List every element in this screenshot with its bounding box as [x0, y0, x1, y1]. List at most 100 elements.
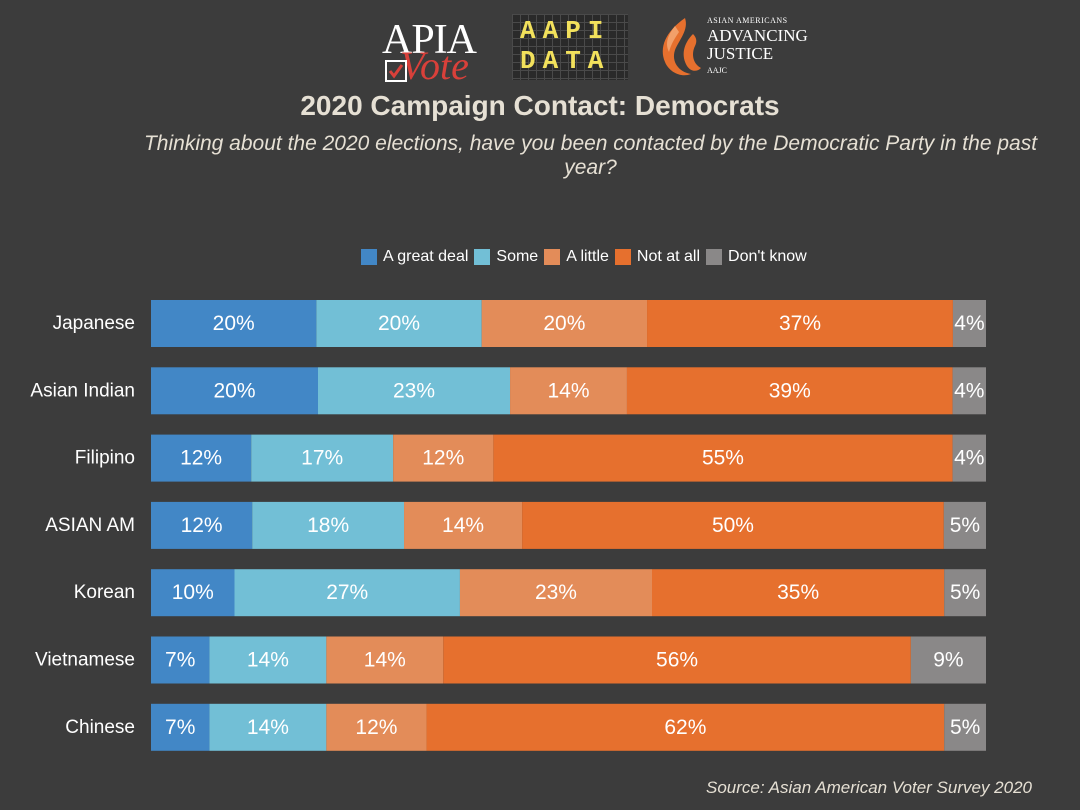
data-label: 55% — [702, 447, 744, 470]
bar-segment — [652, 569, 945, 617]
checkbox-icon — [385, 60, 407, 82]
legend-swatch — [544, 249, 561, 265]
data-label: 14% — [442, 514, 484, 537]
data-label: 4% — [954, 447, 984, 470]
category-label: ASIAN AM — [45, 515, 135, 536]
bar-segment — [252, 501, 405, 549]
bar-segment — [318, 367, 511, 415]
bar-segment — [151, 636, 210, 684]
legend-swatch — [474, 249, 491, 265]
bar-segment — [647, 300, 953, 347]
bar-segment — [952, 434, 986, 482]
data-label: 12% — [422, 447, 464, 470]
bar-segment — [151, 300, 317, 347]
legend-item: Not at all — [614, 248, 701, 266]
logo-bar: APIA Vote AAPI DATA ASIAN AMERICANS ADVA… — [0, 12, 1080, 88]
data-label: 56% — [656, 649, 698, 672]
chart-legend: A great deal Some A little Not at all Don't … — [361, 247, 813, 267]
aapi-data-logo: AAPI DATA — [512, 14, 628, 80]
bar-segment — [943, 501, 986, 549]
bar-segment — [944, 569, 986, 617]
bar-segment — [952, 300, 986, 347]
bar-segment — [443, 636, 911, 684]
bar-segment — [404, 501, 523, 549]
vote-logo-text: Vote — [400, 43, 469, 88]
bar-segment — [151, 703, 210, 751]
chart-title: 2020 Campaign Contact: Democrats — [300, 90, 780, 121]
bar-segment — [209, 703, 327, 751]
data-label: 37% — [779, 312, 821, 335]
source-note: Source: Asian American Voter Survey 2020 — [706, 778, 1032, 797]
data-label: 4% — [954, 379, 984, 402]
data-label: 23% — [535, 581, 577, 604]
flame-icon — [662, 18, 701, 76]
bar-segment — [626, 367, 953, 415]
data-label: 7% — [165, 716, 195, 739]
data-label: 50% — [712, 514, 754, 537]
data-label: 12% — [355, 716, 397, 739]
legend-swatch — [706, 249, 723, 265]
legend-label: A little — [566, 248, 609, 265]
data-label: 20% — [213, 312, 255, 335]
aajc-logo: ASIAN AMERICANS ADVANCING JUSTICE AAJC — [655, 14, 830, 80]
legend-label: Some — [496, 248, 539, 265]
bar-segment — [209, 636, 327, 684]
category-label: Asian Indian — [30, 380, 135, 401]
data-label: 4% — [954, 312, 984, 335]
data-label: 5% — [950, 581, 980, 604]
data-label: 17% — [301, 447, 343, 470]
category-label: Korean — [74, 582, 135, 603]
category-label: Vietnamese — [35, 650, 135, 671]
data-label: 20% — [543, 312, 585, 335]
data-label: 9% — [933, 649, 963, 672]
data-label: 5% — [950, 514, 980, 537]
legend-swatch — [614, 249, 631, 265]
data-label: 12% — [180, 447, 222, 470]
aajc-small-text: ASIAN AMERICANS — [707, 16, 788, 25]
bar-segment — [326, 636, 444, 684]
aajc-advancing-text: ADVANCING — [707, 26, 808, 45]
legend-item: Don't know — [706, 248, 807, 266]
data-label: 14% — [364, 649, 406, 672]
data-label: 62% — [664, 716, 706, 739]
data-label: 7% — [165, 649, 195, 672]
data-label: 5% — [950, 716, 980, 739]
apia-vote-logo: APIA Vote — [382, 16, 494, 88]
bar-segment — [326, 703, 427, 751]
bar-segment — [393, 434, 494, 482]
bar-segment — [426, 703, 945, 751]
bar-segment — [151, 569, 235, 617]
bar-segment — [316, 300, 482, 347]
bar-segment — [944, 703, 986, 751]
legend-label: Not at all — [636, 248, 701, 265]
category-label: Filipino — [75, 448, 135, 469]
legend-label: A great deal — [383, 248, 469, 265]
data-label: 18% — [307, 514, 349, 537]
legend-label: Don't know — [728, 248, 807, 265]
legend-item: A little — [544, 248, 609, 266]
data-logo-text: DATA — [520, 46, 611, 76]
data-label: 35% — [777, 581, 819, 604]
chart-subtitle: Thinking about the 2020 elections, have … — [143, 132, 1038, 179]
bar-segment — [522, 501, 944, 549]
bar-segment — [459, 569, 652, 617]
legend-item: A great deal — [361, 248, 468, 266]
aajc-justice-text: JUSTICE — [707, 44, 774, 63]
category-label: Japanese — [53, 313, 135, 334]
data-label: 14% — [247, 716, 289, 739]
data-label: 14% — [247, 649, 289, 672]
bar-segment — [151, 501, 253, 549]
aapi-logo-text: AAPI — [520, 16, 611, 46]
data-label: 20% — [378, 312, 420, 335]
data-label: 10% — [172, 581, 214, 604]
data-label: 12% — [181, 514, 223, 537]
bar-segment — [151, 367, 318, 415]
data-label: 14% — [547, 379, 589, 402]
bar-segment — [481, 300, 648, 347]
data-label: 39% — [769, 379, 811, 402]
aajc-abbr-text: AAJC — [707, 66, 728, 75]
data-label: 27% — [326, 581, 368, 604]
legend-item: Some — [474, 248, 538, 266]
legend-swatch — [361, 249, 377, 265]
